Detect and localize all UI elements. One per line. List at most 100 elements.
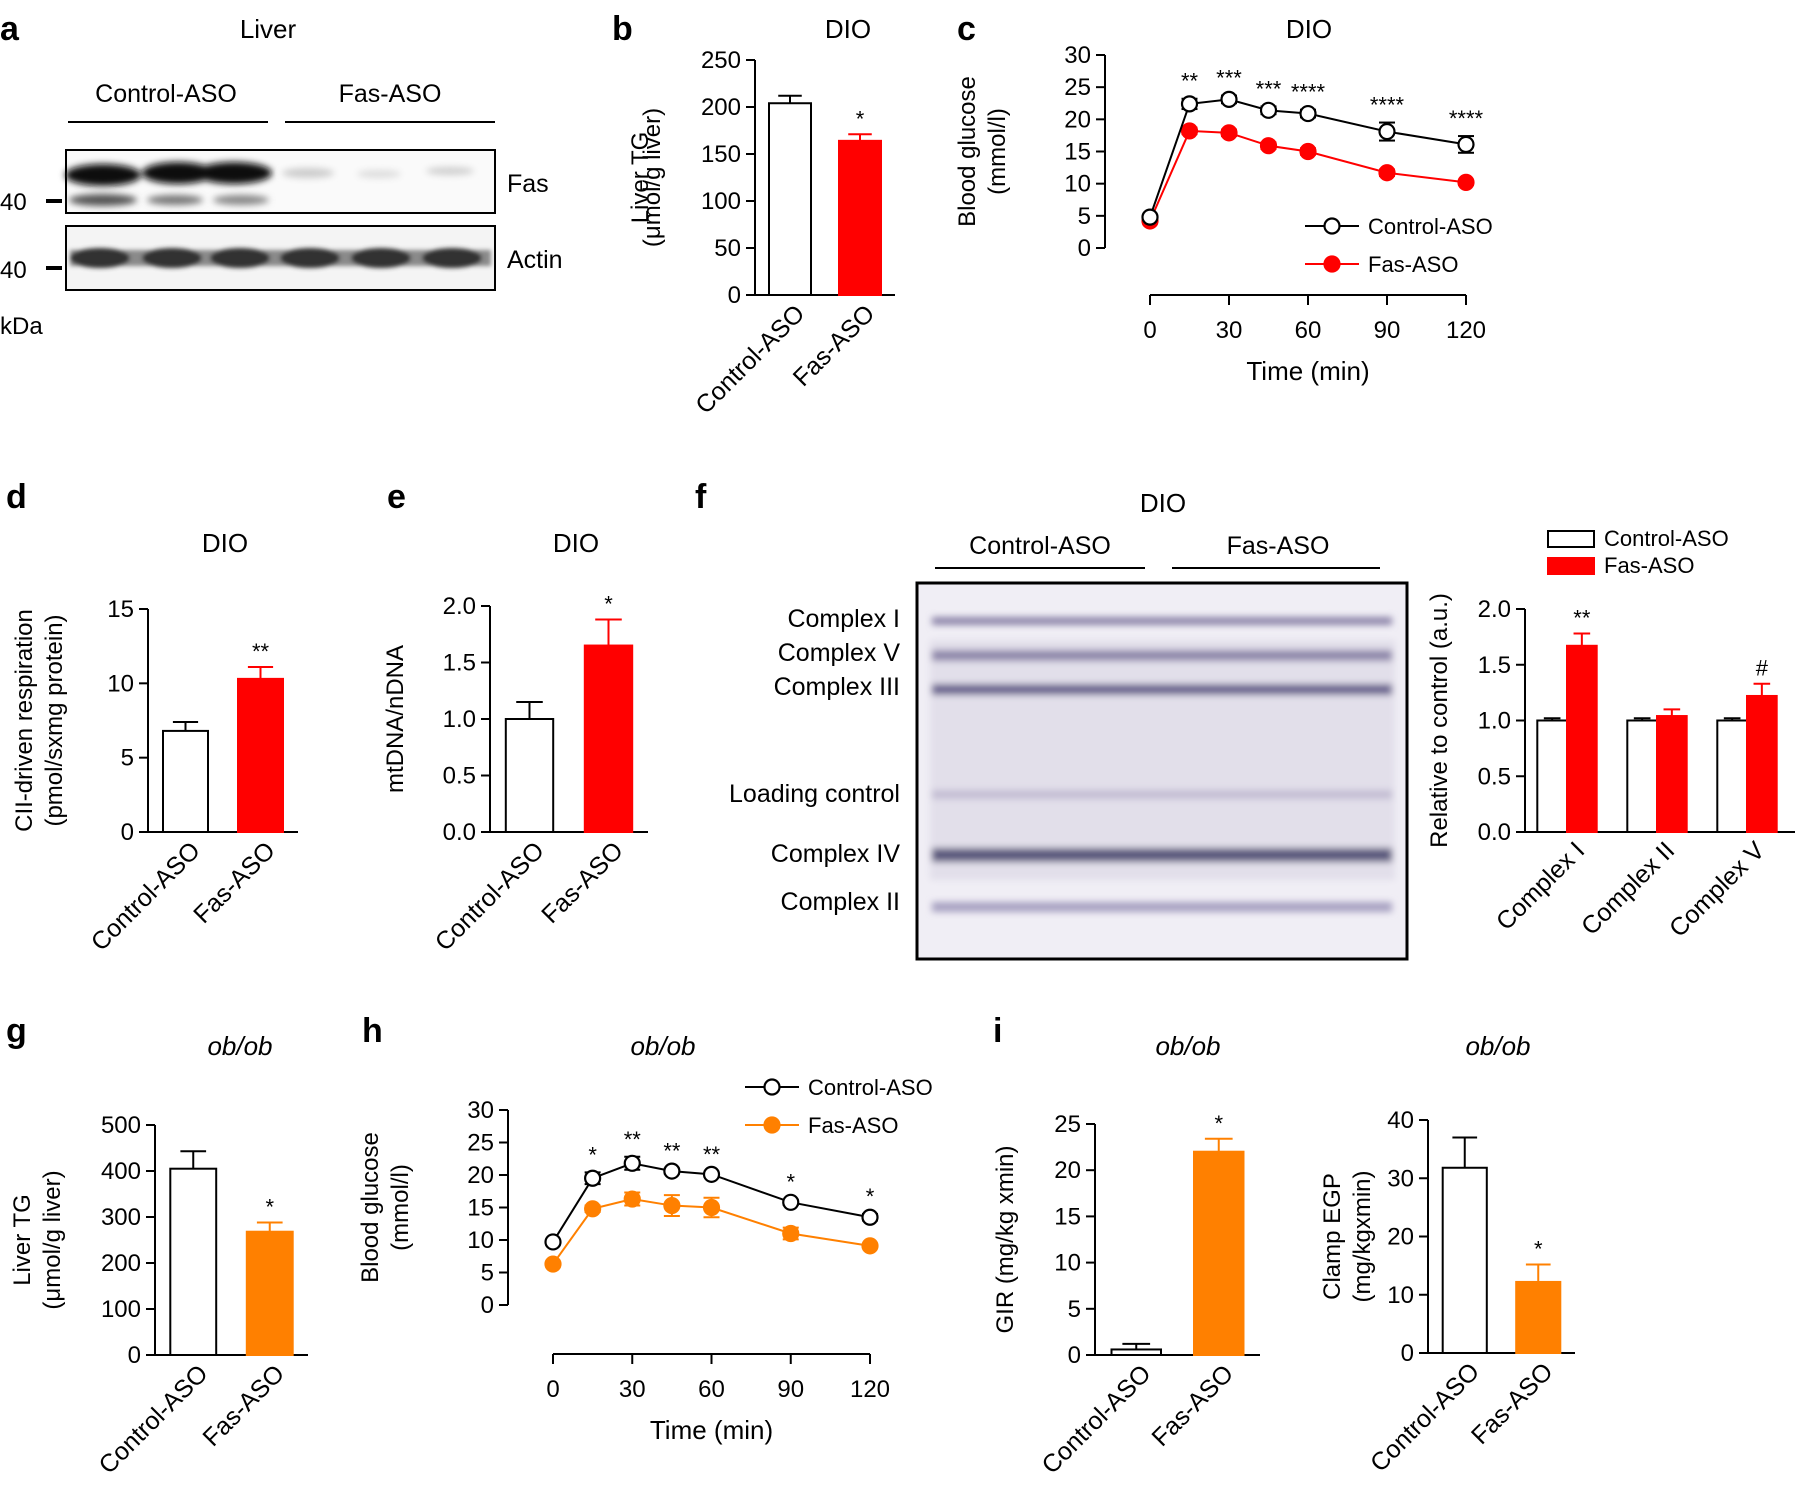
- data-point-c-0: [1457, 135, 1475, 154]
- x-tick-label-c: 30: [1216, 317, 1243, 344]
- x-category-label-i1: Fas-ASO: [1147, 1359, 1239, 1451]
- y-tick-label-f: 0.0: [1478, 819, 1511, 846]
- blot-a-group-control: Control-ASO: [95, 80, 237, 108]
- panel-letter-f: f: [695, 478, 707, 516]
- loading-control-band: [932, 790, 1392, 799]
- y-tick-label-b: 200: [701, 94, 741, 121]
- x-category-label-i1: Control-ASO: [1036, 1359, 1156, 1479]
- y-tick-label-i1: 10: [1054, 1250, 1081, 1277]
- actin-band: [351, 248, 411, 268]
- legend-label-f: Control-ASO: [1604, 526, 1729, 551]
- data-point-c-0: [1378, 122, 1396, 141]
- x-tick-label-h: 30: [619, 1376, 646, 1403]
- panel-letter-h: h: [362, 1012, 383, 1050]
- panel-a: a Liver Control-ASO Fas-ASO: [0, 10, 563, 340]
- blot-f-label-complex-i: Complex I: [787, 605, 900, 633]
- bar-i2-control-aso: [1441, 1166, 1488, 1355]
- data-point-h-1: [861, 1237, 879, 1255]
- y-axis-label-c: (mmol/l): [984, 108, 1011, 195]
- fas-band-upper: [65, 164, 141, 186]
- blot-a-fas-bands: [65, 162, 474, 206]
- x-category-label-e: Control-ASO: [430, 836, 550, 956]
- data-point-h-1: [663, 1196, 681, 1215]
- legend-label-c: Control-ASO: [1368, 214, 1493, 239]
- y-tick-label-i1: 20: [1054, 1157, 1081, 1184]
- legend-marker-c: [1323, 217, 1341, 235]
- x-tick-label-c: 60: [1295, 317, 1322, 344]
- data-point-c-1: [1457, 173, 1475, 191]
- significance-i1: *: [1214, 1111, 1223, 1136]
- x-category-label-i2: Fas-ASO: [1466, 1357, 1558, 1449]
- chart-title-d: DIO: [202, 528, 248, 558]
- significance-c: ****: [1449, 106, 1484, 131]
- data-point-h-0: [663, 1162, 681, 1180]
- chart-title-i2: ob/ob: [1465, 1031, 1530, 1061]
- significance-h: *: [588, 1142, 597, 1167]
- y-tick-label-b: 150: [701, 141, 741, 168]
- panel-letter-a: a: [0, 10, 20, 48]
- significance-h: **: [703, 1142, 721, 1167]
- y-tick-label-d: 10: [107, 670, 134, 697]
- fas-band-lower: [69, 194, 137, 206]
- legend-marker-c: [1323, 255, 1341, 273]
- y-tick-label-c: 15: [1064, 139, 1091, 166]
- bar-d-control-aso: [162, 729, 209, 834]
- bar-f-complex-ii: [1656, 715, 1688, 833]
- bar-e-control-aso: [504, 718, 555, 833]
- y-axis-label-c: Blood glucose: [954, 76, 981, 227]
- y-axis-label-f: Relative to control (a.u.): [1426, 593, 1453, 848]
- y-tick-label-i1: 25: [1054, 1111, 1081, 1138]
- legend-label-h: Control-ASO: [808, 1075, 933, 1100]
- data-point-h-1: [544, 1255, 562, 1273]
- panel-letter-g: g: [6, 1012, 27, 1050]
- y-axis-label-d: (pmol/sxmg protein): [41, 614, 68, 826]
- data-point-h-0: [584, 1169, 602, 1187]
- x-category-label-i2: Control-ASO: [1365, 1357, 1485, 1477]
- y-tick-label-h: 0: [481, 1292, 494, 1319]
- data-point-c-0: [1220, 90, 1238, 108]
- x-category-label-d: Control-ASO: [86, 836, 206, 956]
- bar-i1-control-aso: [1110, 1348, 1162, 1357]
- significance-e: *: [604, 592, 613, 617]
- blot-f-label-complex-iii: Complex III: [774, 673, 900, 701]
- actin-band: [280, 248, 340, 268]
- y-tick-label-b: 100: [701, 188, 741, 215]
- fas-band-faint: [426, 167, 474, 175]
- legend-label-f: Fas-ASO: [1604, 553, 1694, 578]
- complex-iv-band: [932, 848, 1392, 862]
- y-tick-label-c: 0: [1078, 235, 1091, 262]
- panel-letter-c: c: [957, 10, 976, 48]
- blot-f-bands: [930, 617, 1395, 912]
- blot-a-title: Liver: [240, 14, 297, 44]
- blot-a-marker-1: 40: [0, 189, 27, 216]
- complex-i-band: [932, 617, 1392, 625]
- y-tick-label-f: 1.5: [1478, 652, 1511, 679]
- actin-band: [422, 248, 482, 268]
- actin-band: [70, 248, 130, 268]
- blot-f-group-fas: Fas-ASO: [1227, 532, 1330, 560]
- data-point-c-0: [1259, 101, 1278, 119]
- legend-marker-h: [763, 1078, 781, 1096]
- bar-f-complex-ii: [1626, 719, 1659, 833]
- significance-d: **: [252, 639, 270, 664]
- x-category-label-e: Fas-ASO: [536, 836, 628, 928]
- y-tick-label-e: 2.0: [443, 593, 476, 620]
- significance-f: **: [1573, 606, 1591, 631]
- significance-b: *: [856, 106, 865, 131]
- y-tick-label-h: 30: [467, 1097, 494, 1124]
- bar-d-fas-aso: [237, 677, 284, 834]
- significance-h: **: [624, 1127, 642, 1152]
- fas-band-upper: [196, 162, 272, 184]
- chart-title-h: ob/ob: [630, 1031, 695, 1061]
- legend-swatch-f: [1547, 557, 1595, 575]
- fas-band-upper: [142, 162, 214, 184]
- y-tick-label-f: 1.0: [1478, 708, 1511, 735]
- y-tick-label-d: 5: [121, 745, 134, 772]
- chart-title-g: ob/ob: [207, 1031, 272, 1061]
- bar-b-control-aso: [768, 102, 812, 296]
- blot-a-actin-bands: [70, 248, 491, 268]
- complex-iii-band: [932, 684, 1392, 695]
- significance-h: **: [663, 1139, 681, 1164]
- y-tick-label-i2: 10: [1387, 1282, 1414, 1309]
- data-point-c-0: [1180, 95, 1199, 113]
